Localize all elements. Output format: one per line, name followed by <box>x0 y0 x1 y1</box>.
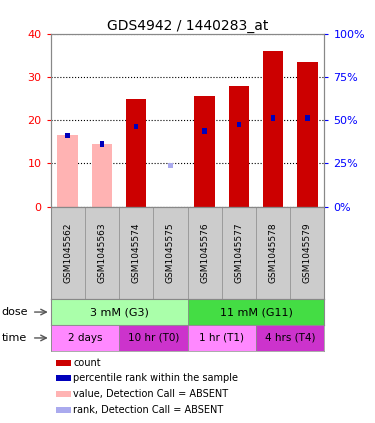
Text: GSM1045576: GSM1045576 <box>200 222 209 283</box>
Bar <box>57 135 78 206</box>
Text: 11 mM (G11): 11 mM (G11) <box>219 307 292 317</box>
Text: 3 mM (G3): 3 mM (G3) <box>90 307 148 317</box>
Bar <box>51 325 119 351</box>
Text: rank, Detection Call = ABSENT: rank, Detection Call = ABSENT <box>74 405 224 415</box>
Title: GDS4942 / 1440283_at: GDS4942 / 1440283_at <box>107 19 268 33</box>
Bar <box>56 375 71 381</box>
Text: dose: dose <box>2 307 28 317</box>
Bar <box>256 325 324 351</box>
Bar <box>263 51 284 206</box>
Bar <box>126 99 146 206</box>
Bar <box>92 144 112 206</box>
Text: GSM1045579: GSM1045579 <box>303 222 312 283</box>
Text: GSM1045563: GSM1045563 <box>98 222 106 283</box>
Bar <box>194 96 215 206</box>
Bar <box>134 124 138 129</box>
Bar <box>51 299 188 325</box>
Bar <box>56 407 71 413</box>
Text: GSM1045578: GSM1045578 <box>268 222 278 283</box>
Bar <box>100 141 104 146</box>
Bar <box>56 390 71 397</box>
Text: 2 days: 2 days <box>68 333 102 343</box>
Text: 4 hrs (T4): 4 hrs (T4) <box>265 333 315 343</box>
Bar <box>271 115 275 121</box>
Bar <box>66 133 70 138</box>
Text: 10 hr (T0): 10 hr (T0) <box>128 333 179 343</box>
Text: percentile rank within the sample: percentile rank within the sample <box>74 373 238 383</box>
Text: GSM1045562: GSM1045562 <box>63 222 72 283</box>
Text: GSM1045574: GSM1045574 <box>132 222 141 283</box>
Text: value, Detection Call = ABSENT: value, Detection Call = ABSENT <box>74 389 228 398</box>
Text: count: count <box>74 358 101 368</box>
Text: time: time <box>2 333 27 343</box>
Bar <box>56 360 71 366</box>
Bar <box>228 85 249 206</box>
Bar <box>188 299 324 325</box>
Bar <box>202 129 207 134</box>
Bar <box>168 163 172 168</box>
Bar <box>188 325 256 351</box>
Text: GSM1045577: GSM1045577 <box>234 222 243 283</box>
Bar <box>237 122 241 127</box>
Bar <box>297 62 318 206</box>
Bar <box>305 115 309 121</box>
Text: 1 hr (T1): 1 hr (T1) <box>199 333 244 343</box>
Bar <box>119 325 188 351</box>
Text: GSM1045575: GSM1045575 <box>166 222 175 283</box>
